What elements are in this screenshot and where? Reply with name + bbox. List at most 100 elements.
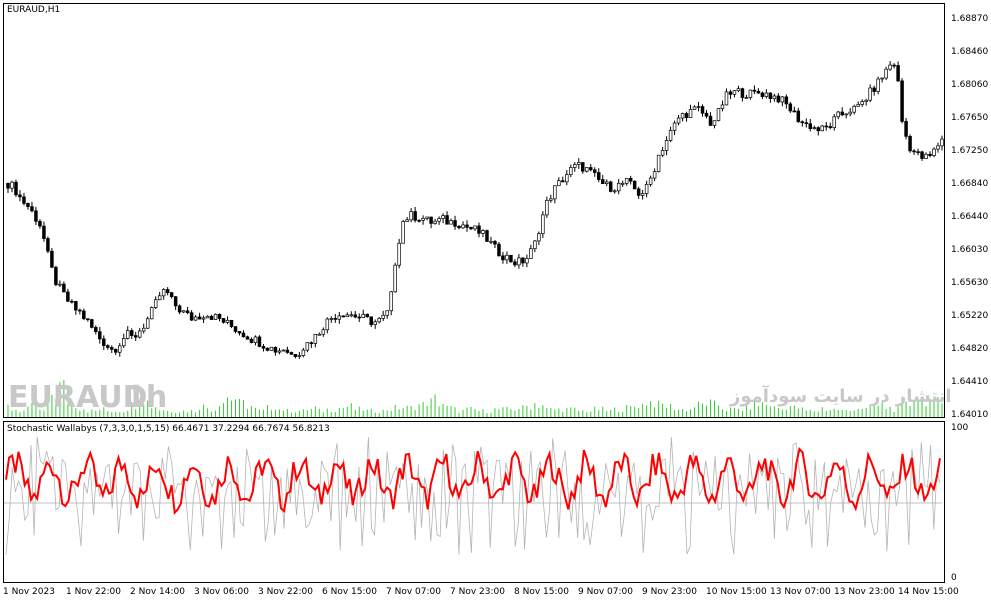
indicator-pane[interactable]: [3, 421, 945, 583]
candle-body: [6, 183, 10, 189]
candle-body: [118, 345, 122, 353]
time-tick: 7 Nov 07:00: [386, 587, 441, 597]
candle-body: [565, 174, 569, 183]
candle-body: [940, 138, 944, 147]
candle-body: [269, 346, 274, 351]
candle-body: [473, 225, 477, 230]
candle-body: [30, 206, 34, 212]
candle-body: [924, 153, 928, 159]
candle-body: [573, 164, 577, 168]
candle-body: [465, 224, 469, 228]
candle-body: [521, 257, 525, 264]
price-tick: 1.64010: [951, 410, 989, 420]
candle-body: [169, 292, 174, 298]
candle-body: [341, 315, 346, 318]
candle-body: [42, 225, 46, 239]
price-chart-pane[interactable]: [3, 3, 945, 418]
time-tick: 13 Nov 07:00: [770, 587, 831, 597]
candle-body: [692, 106, 697, 110]
candle-body: [732, 90, 737, 95]
candle-body: [70, 300, 74, 303]
candle-body: [189, 312, 194, 321]
candle-body: [616, 182, 621, 192]
candle-body: [864, 99, 868, 102]
candle-body: [249, 338, 254, 343]
candle-body: [505, 254, 509, 261]
candle-body: [501, 255, 505, 261]
candle-body: [381, 314, 385, 319]
candle-body: [397, 242, 401, 266]
candle-body: [18, 194, 22, 198]
candle-body: [477, 225, 481, 234]
candle-body: [229, 319, 234, 327]
candle-body: [760, 92, 765, 97]
candle-body: [612, 190, 617, 193]
candle-body: [78, 309, 82, 312]
candle-body: [876, 78, 880, 92]
candle-body: [600, 179, 605, 184]
candle-body: [668, 130, 673, 141]
candle-body: [908, 135, 912, 152]
candle-body: [604, 181, 609, 184]
candle-body: [46, 238, 50, 252]
candle-body: [780, 96, 785, 103]
price-tick: 1.64820: [951, 344, 989, 354]
candle-body: [225, 319, 230, 323]
time-tick: 2 Nov 14:00: [130, 587, 185, 597]
candle-body: [445, 215, 449, 225]
candle-body: [620, 182, 625, 185]
price-tick: 1.66840: [951, 179, 989, 189]
candle-body: [720, 104, 725, 109]
candle-body: [888, 64, 892, 70]
time-tick: 6 Nov 15:00: [322, 587, 377, 597]
price-tick: 1.68460: [951, 47, 989, 57]
time-tick: 7 Nov 23:00: [450, 587, 505, 597]
time-tick: 9 Nov 07:00: [578, 587, 633, 597]
time-tick: 8 Nov 15:00: [514, 587, 569, 597]
candle-body: [365, 313, 369, 318]
stoch-main-line: [5, 447, 941, 516]
candle-body: [62, 283, 66, 293]
candle-body: [34, 210, 38, 222]
candle-body: [632, 180, 637, 190]
candle-body: [54, 266, 58, 286]
candle-body: [141, 327, 146, 332]
candle-body: [221, 318, 226, 323]
candle-body: [928, 153, 932, 156]
candle-body: [792, 110, 797, 113]
candle-body: [541, 214, 545, 234]
candle-body: [553, 185, 557, 200]
candle-body: [585, 167, 589, 172]
candle-body: [824, 125, 828, 128]
candle-body: [305, 342, 310, 351]
price-chart-canvas[interactable]: [4, 4, 944, 417]
price-tick: 1.66440: [951, 212, 989, 222]
candle-body: [217, 313, 222, 319]
candle-body: [257, 336, 262, 347]
candle-body: [800, 121, 805, 124]
time-tick: 1 Nov 22:00: [66, 587, 121, 597]
candle-body: [812, 127, 817, 129]
candle-body: [624, 177, 629, 184]
candle-body: [38, 220, 42, 227]
candle-body: [489, 240, 493, 243]
candle-body: [86, 318, 90, 321]
candle-body: [896, 65, 900, 82]
candle-body: [409, 211, 413, 221]
candle-body: [245, 336, 250, 340]
candle-body: [804, 122, 809, 125]
candle-body: [10, 181, 14, 189]
candle-body: [98, 331, 102, 340]
candle-body: [309, 342, 314, 345]
candle-body: [592, 169, 597, 173]
candle-body: [852, 106, 856, 113]
price-tick: 1.65220: [951, 311, 989, 321]
candle-body: [696, 106, 701, 108]
candle-body: [537, 233, 541, 242]
indicator-canvas[interactable]: [4, 422, 944, 582]
candle-body: [796, 110, 801, 123]
candle-body: [165, 289, 170, 293]
time-tick: 3 Nov 22:00: [258, 587, 313, 597]
candle-body: [529, 248, 533, 259]
candle-body: [457, 225, 461, 229]
